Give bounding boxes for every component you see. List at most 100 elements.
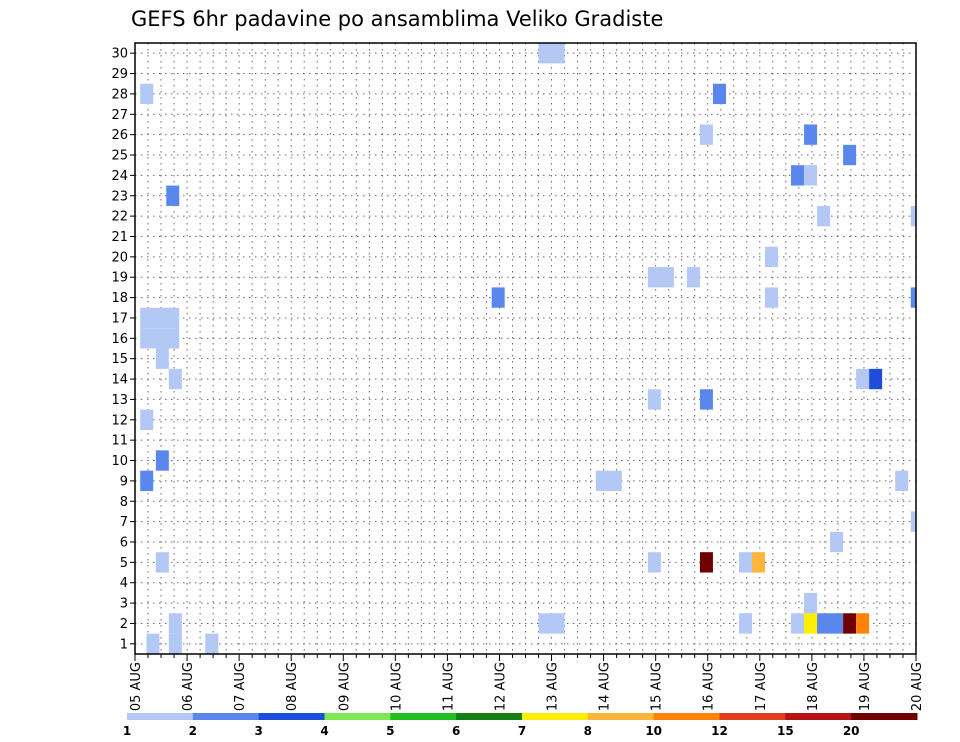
y-tick-label: 20 [111, 250, 128, 265]
precip-cell [140, 409, 154, 430]
x-tick-label: 15 AUG [650, 662, 665, 711]
precip-cell [791, 613, 805, 634]
y-tick-label: 1 [120, 637, 128, 652]
chart-title: GEFS 6hr padavine po ansamblima Veliko G… [131, 7, 663, 31]
y-tick-label: 22 [111, 210, 128, 225]
precip-cell [491, 287, 505, 308]
y-tick-label: 18 [111, 291, 128, 306]
y-tick-label: 3 [120, 597, 128, 612]
colorbar-label: 3 [254, 724, 262, 738]
colorbar-label: 5 [386, 724, 394, 738]
colorbar-label: 2 [189, 724, 197, 738]
y-tick-label: 2 [120, 617, 128, 632]
x-tick-label: 05 AUG [129, 662, 144, 711]
colorbar: 1 2 3 4 5 6 7 8 10 12 15 20 [123, 713, 918, 738]
precip-cell [856, 613, 870, 634]
x-tick-label: 10 AUG [389, 662, 404, 711]
precip-cell [155, 348, 169, 369]
x-tick-label: 20 AUG [910, 662, 925, 711]
colorbar-segment [258, 713, 325, 720]
x-tick-label: 12 AUG [493, 662, 508, 711]
x-tick-label: 07 AUG [233, 662, 248, 711]
x-tick-label: 06 AUG [181, 662, 196, 711]
y-tick-label: 21 [111, 230, 128, 245]
y-tick-label: 6 [120, 535, 128, 550]
precip-cell [168, 613, 182, 634]
precip-cell [647, 267, 674, 288]
colorbar-segment [587, 713, 655, 720]
precip-cell [804, 165, 818, 186]
precip-cell [140, 470, 154, 492]
precip-cell [699, 124, 713, 145]
colorbar-segment [324, 713, 391, 720]
y-tick-label: 15 [111, 352, 128, 367]
precip-cell [895, 470, 909, 492]
x-tick-label: 18 AUG [806, 662, 821, 711]
precip-cell [168, 368, 182, 390]
plot-grid [135, 43, 916, 654]
y-tick-label: 9 [120, 474, 128, 489]
colorbar-label: 1 [123, 724, 131, 738]
y-tick-label: 27 [111, 108, 128, 123]
y-tick-label: 8 [120, 495, 128, 510]
precip-cell [168, 633, 182, 654]
colorbar-label: 12 [711, 724, 728, 738]
precip-cell [140, 328, 180, 349]
precip-cell [647, 389, 661, 410]
y-tick-label: 25 [111, 149, 128, 164]
precip-cell [751, 552, 766, 573]
precip-cell [155, 552, 169, 573]
y-tick-label: 12 [111, 413, 128, 428]
colorbar-segment [456, 713, 523, 720]
y-tick-label: 5 [120, 556, 128, 571]
y-tick-label: 17 [111, 311, 128, 326]
y-tick-label: 10 [111, 454, 128, 469]
precip-cell [595, 470, 622, 492]
precip-cell [791, 165, 805, 186]
x-tick-label: 08 AUG [285, 662, 300, 711]
y-tick-label: 4 [120, 576, 128, 591]
precip-cell [686, 267, 700, 288]
precip-cell [738, 552, 752, 573]
colorbar-segment [192, 713, 260, 720]
precip-cell [765, 287, 779, 308]
precip-cell [843, 613, 857, 634]
y-axis: 1234567891011121314151617181920212223242… [111, 47, 135, 652]
precip-cell [910, 511, 916, 532]
precip-cell [817, 613, 844, 634]
colorbar-label: 7 [518, 724, 526, 738]
colorbar-segment [653, 713, 720, 720]
precip-cell [869, 368, 883, 390]
x-tick-label: 11 AUG [441, 662, 456, 711]
x-tick-label: 19 AUG [858, 662, 873, 711]
y-tick-label: 7 [120, 515, 128, 530]
y-tick-label: 26 [111, 128, 128, 143]
colorbar-label: 4 [320, 724, 328, 738]
colorbar-label: 10 [645, 724, 662, 738]
precip-cell [699, 389, 713, 410]
y-tick-label: 24 [111, 169, 128, 184]
precip-cell [804, 592, 818, 614]
y-tick-label: 11 [111, 434, 128, 449]
colorbar-segment [522, 713, 589, 720]
precip-cell [146, 633, 160, 654]
precip-cell [538, 43, 565, 64]
precip-cell [804, 613, 818, 634]
precip-cell [804, 124, 818, 145]
colorbar-label: 20 [843, 724, 860, 738]
y-tick-label: 23 [111, 189, 128, 204]
x-tick-label: 14 AUG [598, 662, 613, 711]
y-tick-label: 19 [111, 271, 128, 286]
precip-cell [538, 613, 565, 634]
y-tick-label: 29 [111, 67, 128, 82]
precip-cell [140, 307, 180, 329]
y-tick-label: 14 [111, 373, 128, 388]
precip-cell [699, 552, 713, 573]
x-tick-label: 16 AUG [702, 662, 717, 711]
x-tick-label: 13 AUG [546, 662, 561, 711]
precip-cell [738, 613, 752, 634]
precip-cell [843, 144, 857, 166]
precip-cell [647, 552, 661, 573]
y-tick-label: 30 [111, 47, 128, 62]
